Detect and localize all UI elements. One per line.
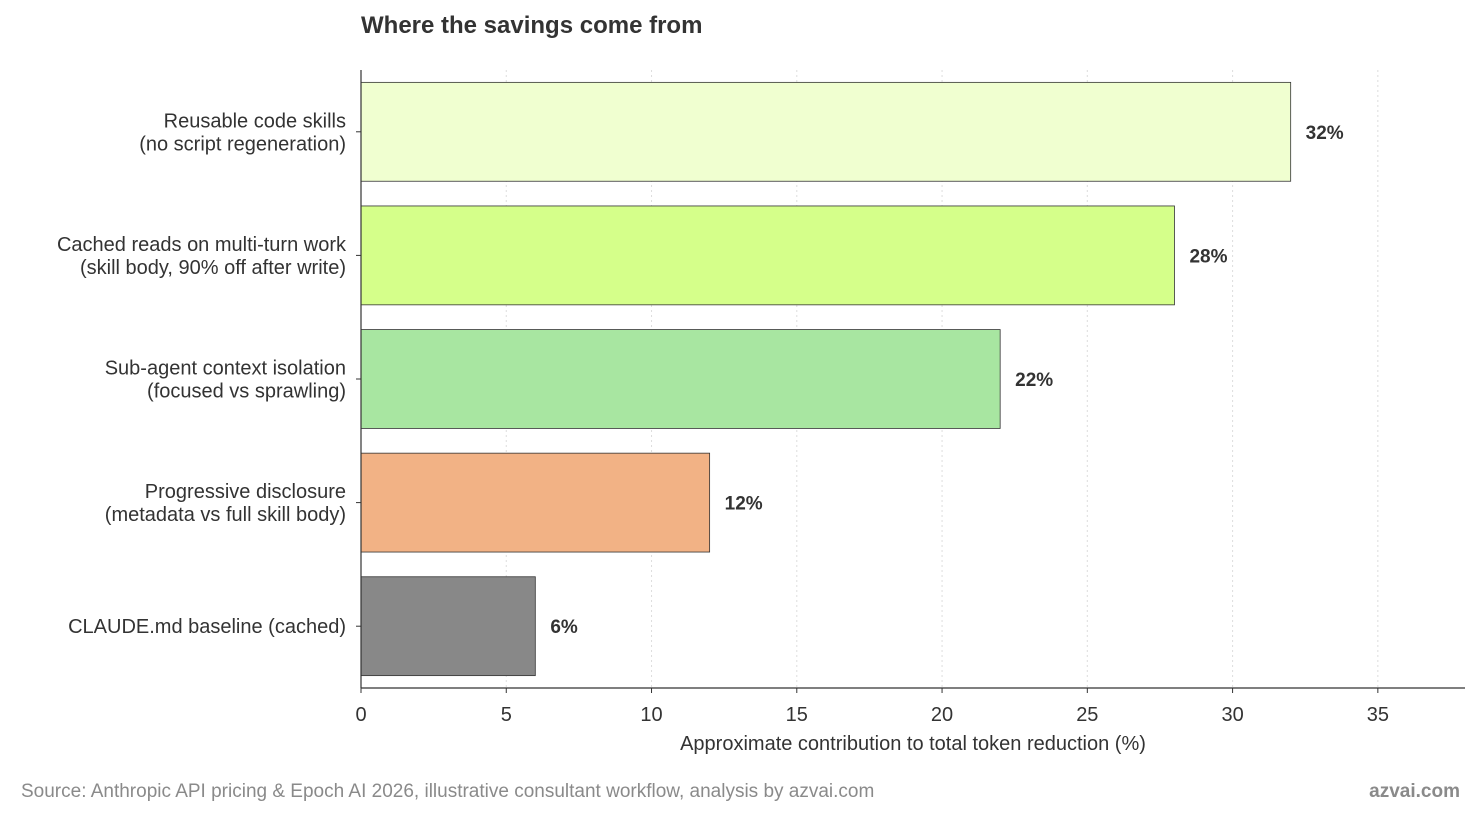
category-label: Sub-agent context isolation — [105, 358, 346, 380]
bars: 32% 28% 22% 12% 6% — [360, 81, 1344, 677]
bar — [360, 205, 1175, 306]
bar-value-label: 12% — [725, 494, 763, 515]
x-tick-label: 10 — [640, 704, 662, 726]
x-tick-label: 5 — [501, 704, 512, 726]
x-tick-label: 15 — [786, 704, 808, 726]
bar — [360, 576, 536, 677]
x-tick-label: 30 — [1221, 704, 1243, 726]
x-tick-label: 20 — [931, 704, 953, 726]
category-label: (skill body, 90% off after write) — [80, 257, 346, 279]
category-label: (no script regeneration) — [139, 133, 346, 155]
bar-value-label: 28% — [1189, 246, 1227, 267]
category-label: Cached reads on multi-turn work — [57, 234, 347, 256]
brand-mark: azvai.com — [1369, 781, 1460, 802]
bar — [360, 329, 1001, 429]
x-tick-label: 0 — [355, 704, 366, 726]
bar — [360, 81, 1292, 182]
source-note: Source: Anthropic API pricing & Epoch AI… — [21, 781, 874, 802]
bar-value-label: 6% — [550, 617, 578, 638]
category-label: Progressive disclosure — [145, 481, 346, 503]
category-label: CLAUDE.md baseline (cached) — [68, 616, 346, 638]
category-label: (focused vs sprawling) — [147, 381, 346, 403]
chart-title: Where the savings come from — [361, 12, 702, 39]
x-tick-label: 25 — [1076, 704, 1098, 726]
bar-value-label: 32% — [1306, 123, 1344, 144]
x-tick-label: 35 — [1367, 704, 1389, 726]
axes: Reusable code skills(no script regenerat… — [57, 70, 1465, 726]
category-label: Reusable code skills — [164, 110, 346, 132]
bar — [360, 452, 711, 553]
category-label: (metadata vs full skill body) — [105, 504, 346, 526]
bar-value-label: 22% — [1015, 370, 1053, 391]
x-axis-label: Approximate contribution to total token … — [680, 733, 1146, 755]
